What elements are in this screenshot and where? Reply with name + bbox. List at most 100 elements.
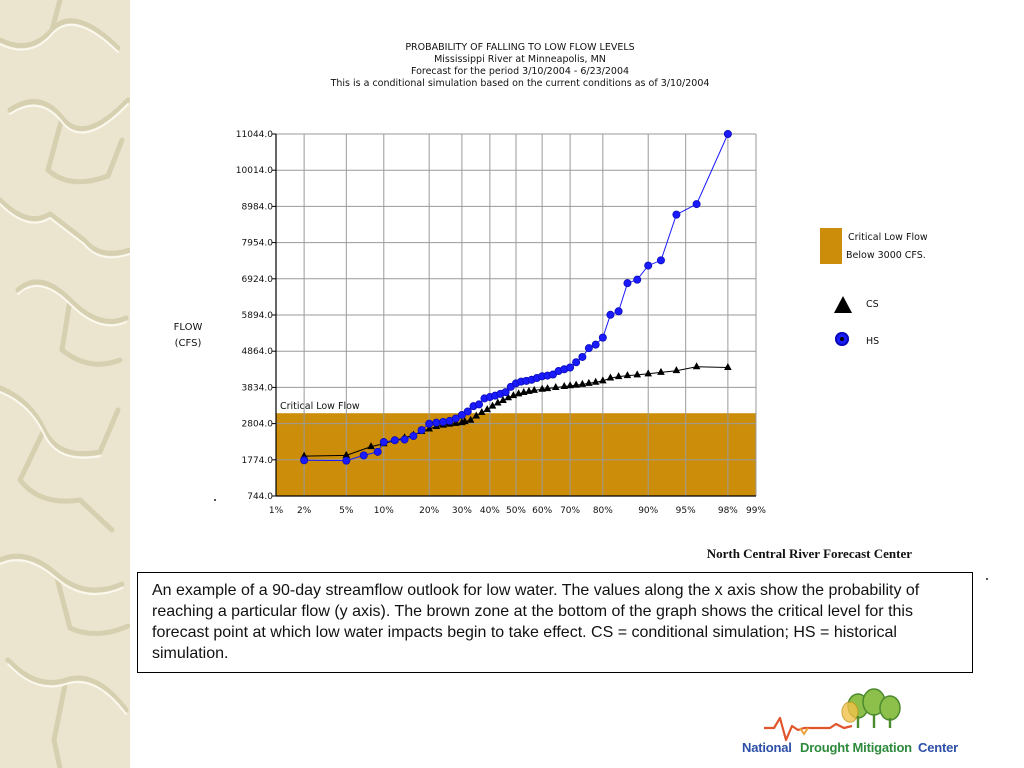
hs-point [451,414,460,423]
cs-point [425,424,433,432]
cs-point [614,372,623,380]
legend-cs-label: CS [866,299,879,310]
cs-point [724,363,732,371]
flow-probability-chart: Critical Low Flow 744.0 1774.0 2804.0 3834.0… [236,129,766,516]
cs-point [477,407,486,415]
logo-word-national: National [742,740,792,755]
hs-point [572,358,581,367]
hs-point [633,275,642,284]
x-tick-label: 50% [506,506,526,516]
hs-point [409,432,418,441]
x-tick-label: 40% [480,506,500,516]
legend-critical-swatch [820,228,842,264]
hs-point [591,340,600,349]
hs-point [432,418,441,427]
hs-point [548,370,557,379]
hs-point [425,419,434,428]
logo-word-drought: Drought Mitigation [800,740,912,755]
cs-point [466,415,475,423]
x-tick-label: 90% [638,506,658,516]
source-label: North Central River Forecast Center [706,546,912,561]
hs-point [606,310,615,319]
hs-point [342,456,351,465]
x-tick-label: 20% [419,506,439,516]
x-tick-label: 2% [297,506,312,516]
y-tick-label: 2804.0 [242,420,274,430]
hs-point [692,200,701,209]
cs-point [543,384,552,392]
x-tick-label: 98% [718,506,738,516]
cs-point [488,401,497,409]
cs-point [530,385,538,393]
chart-subtitle-note: This is a conditional simulation based o… [330,78,710,89]
x-tick-label: 30% [452,506,472,516]
hs-point [457,410,466,419]
chart-title-block: PROBABILITY OF FALLING TO LOW FLOW LEVEL… [300,42,740,90]
y-axis-title: FLOW (CFS) [164,320,212,352]
y-tick-label: 5894.0 [242,311,274,321]
cs-point [342,450,351,458]
y-tick-label: 10014.0 [236,166,273,176]
critical-zone-label: Critical Low Flow [280,401,360,412]
cs-point [692,362,701,370]
ndmc-logo-graphic [764,688,901,742]
hs-point [373,447,382,456]
y-tick-label: 11044.0 [236,130,273,140]
cs-point [672,366,681,374]
cs-point [499,396,507,404]
x-tick-label: 99% [746,506,766,516]
cs-point [494,398,502,406]
cs-point [367,442,375,450]
cs-point [538,384,546,392]
y-tick-label: 8984.0 [242,202,274,212]
cs-point [591,377,600,385]
hs-point [400,435,409,444]
hs-point [463,407,472,416]
cs-point [472,411,481,419]
x-tick-label: 95% [676,506,696,516]
cs-point [566,381,574,389]
ndmc-logo: National Drought Mitigation Center [740,688,960,762]
cs-point [572,380,580,388]
hs-point [584,344,593,353]
y-tick-label: 3834.0 [242,383,274,393]
crackle-texture-sidebar [0,0,130,768]
cs-point [578,379,587,387]
hs-point [566,363,575,372]
y-tick-label: 744.0 [247,492,273,502]
chart-title: PROBABILITY OF FALLING TO LOW FLOW LEVEL… [405,42,635,53]
stray-dot [214,499,216,501]
y-axis-title-line2: (CFS) [174,338,202,349]
chart-subtitle-location: Mississippi River at Minneapolis, MN [434,54,606,65]
caption-box: An example of a 90-day streamflow outloo… [137,572,973,673]
cs-point [606,373,615,381]
hs-point [501,388,510,397]
y-tick-label: 1774.0 [242,456,274,466]
hs-point [723,129,732,138]
cs-point [623,371,632,379]
hs-point [390,436,399,445]
y-axis-title-line1: FLOW [173,322,203,333]
y-tick-label: 4864.0 [242,347,274,357]
x-tick-label: 1% [269,506,284,516]
hs-point [300,456,309,465]
x-tick-label: 80% [593,506,613,516]
chart-subtitle-period: Forecast for the period 3/10/2004 - 6/23… [410,66,630,77]
legend-cs-triangle-icon [834,296,852,313]
legend-critical-label: Critical Low Flow [848,232,928,243]
hs-point [623,279,632,288]
hs-point [614,307,623,316]
hs-point [656,256,665,265]
hs-point [439,417,448,426]
cs-point [599,376,607,384]
legend-hs-label: HS [866,336,880,347]
cs-point [560,381,569,389]
cs-point [504,393,513,401]
stray-dot [986,578,988,580]
logo-word-center: Center [918,740,958,755]
chart-legend: Critical Low Flow Below 3000 CFS. CS HS [820,226,1000,356]
cs-point [461,417,469,425]
hs-point [475,400,484,409]
hs-point [359,451,368,460]
x-tick-label: 60% [532,506,552,516]
